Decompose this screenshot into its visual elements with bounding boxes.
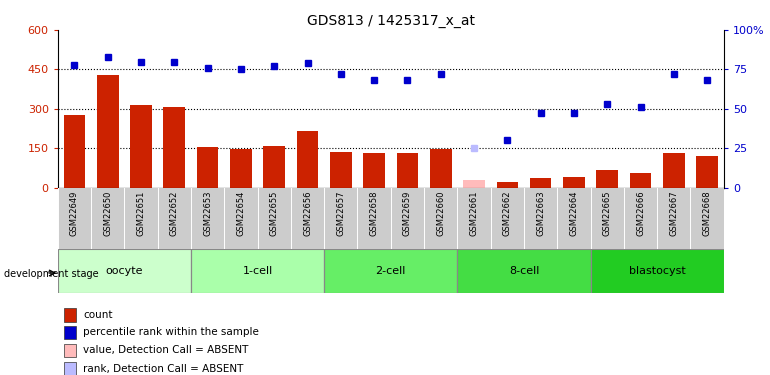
Bar	[597, 170, 618, 188]
Text: GSM22653: GSM22653	[203, 190, 212, 236]
Bar	[363, 153, 385, 188]
Bar	[58, 249, 191, 292]
Text: blastocyst: blastocyst	[629, 266, 685, 276]
Title: GDS813 / 1425317_x_at: GDS813 / 1425317_x_at	[306, 13, 475, 28]
Bar	[497, 182, 518, 188]
Bar	[65, 308, 76, 322]
Bar	[130, 105, 152, 188]
Text: GSM22661: GSM22661	[470, 190, 478, 236]
Text: percentile rank within the sample: percentile rank within the sample	[83, 327, 259, 337]
Text: GSM22657: GSM22657	[336, 190, 345, 236]
Bar	[197, 147, 219, 188]
Bar	[163, 107, 185, 188]
Bar	[230, 148, 252, 188]
Text: 8-cell: 8-cell	[509, 266, 539, 276]
Bar	[591, 249, 724, 292]
Bar	[630, 173, 651, 188]
Bar	[65, 344, 76, 357]
Bar	[191, 249, 324, 292]
Bar	[324, 249, 457, 292]
Bar	[430, 149, 451, 188]
Text: 1-cell: 1-cell	[243, 266, 273, 276]
Text: GSM22651: GSM22651	[136, 190, 146, 236]
Text: GSM22667: GSM22667	[669, 190, 678, 236]
Bar	[296, 131, 318, 188]
Bar	[64, 116, 85, 188]
Bar	[65, 326, 76, 339]
Text: oocyte: oocyte	[105, 266, 143, 276]
Bar	[563, 177, 584, 188]
Bar	[330, 152, 352, 188]
Bar	[397, 153, 418, 188]
Bar	[696, 156, 718, 188]
Bar	[663, 153, 685, 188]
Bar	[457, 249, 591, 292]
Text: GSM22655: GSM22655	[270, 190, 279, 236]
Text: GSM22662: GSM22662	[503, 190, 512, 236]
Text: GSM22650: GSM22650	[103, 190, 112, 236]
Text: 2-cell: 2-cell	[376, 266, 406, 276]
Bar	[65, 362, 76, 375]
Text: GSM22652: GSM22652	[170, 190, 179, 236]
Text: GSM22666: GSM22666	[636, 190, 645, 236]
Bar	[530, 178, 551, 188]
Text: GSM22664: GSM22664	[570, 190, 578, 236]
Bar	[464, 180, 485, 188]
Text: GSM22659: GSM22659	[403, 190, 412, 236]
Text: value, Detection Call = ABSENT: value, Detection Call = ABSENT	[83, 345, 249, 355]
Text: GSM22668: GSM22668	[703, 190, 711, 236]
Bar	[97, 75, 119, 188]
Text: GSM22665: GSM22665	[603, 190, 611, 236]
Text: GSM22660: GSM22660	[437, 190, 445, 236]
Text: development stage: development stage	[4, 269, 99, 279]
Text: rank, Detection Call = ABSENT: rank, Detection Call = ABSENT	[83, 364, 243, 374]
Text: GSM22649: GSM22649	[70, 190, 79, 236]
Text: count: count	[83, 310, 112, 320]
Text: GSM22656: GSM22656	[303, 190, 312, 236]
Text: GSM22663: GSM22663	[536, 190, 545, 236]
Text: GSM22654: GSM22654	[236, 190, 246, 236]
Bar	[263, 146, 285, 188]
Text: GSM22658: GSM22658	[370, 190, 379, 236]
